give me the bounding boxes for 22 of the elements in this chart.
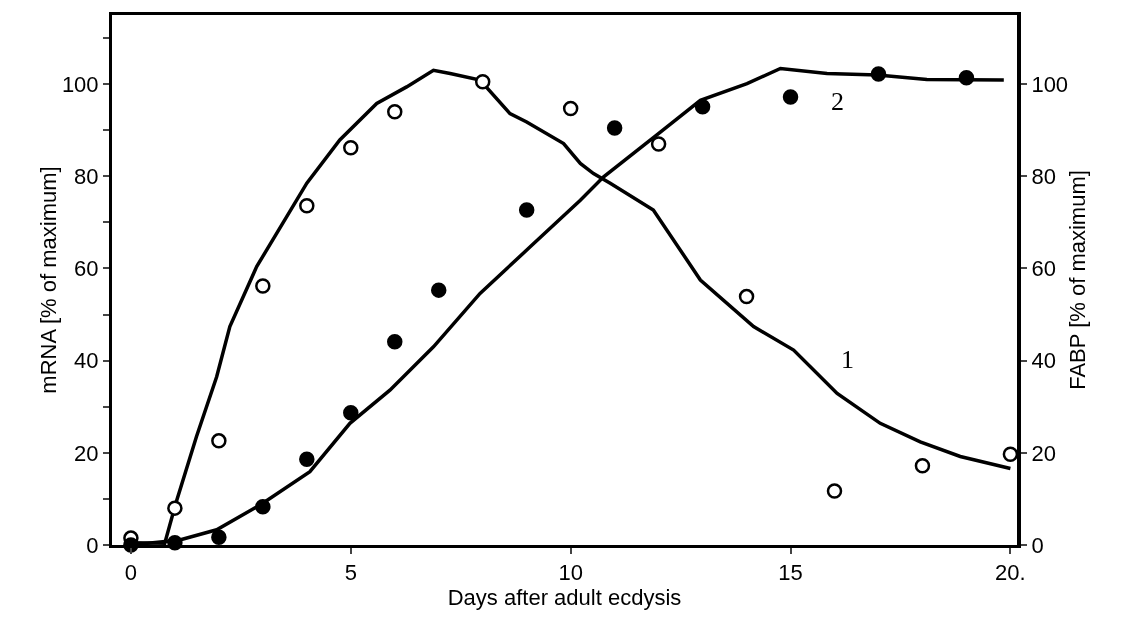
y-tick-label: 60 [74, 256, 99, 282]
y-axis-title: mRNA [% of maximum] [36, 166, 61, 394]
y2-axis-title: FABP [% of maximum] [1065, 170, 1090, 390]
y-tick-label: 0 [86, 532, 99, 558]
x-tick-label: 5 [344, 560, 357, 586]
y-tick-label: 100 [61, 71, 99, 97]
y2-tick-label: 40 [1031, 348, 1056, 374]
x-tick-label: 0 [124, 560, 138, 586]
y2-tick-label: 80 [1031, 164, 1056, 189]
y2-tick-label: 20 [1031, 440, 1056, 466]
y2-tick-label: 0 [1031, 532, 1044, 558]
x-tick-label: 15 [778, 560, 803, 586]
y2-tick-label: 100 [1031, 71, 1069, 97]
y-tick-label: 80 [74, 164, 99, 189]
series-label: 2 [831, 87, 844, 116]
x-tick-label: 10 [558, 560, 583, 586]
series-label: 1 [841, 345, 854, 374]
y2-tick-label: 60 [1031, 256, 1056, 282]
x-tick-label: 20. [995, 560, 1026, 586]
y-tick-label: 40 [74, 348, 99, 374]
x-axis-title: Days after adult ecdysis [447, 585, 682, 611]
y-tick-label: 20 [74, 440, 99, 466]
